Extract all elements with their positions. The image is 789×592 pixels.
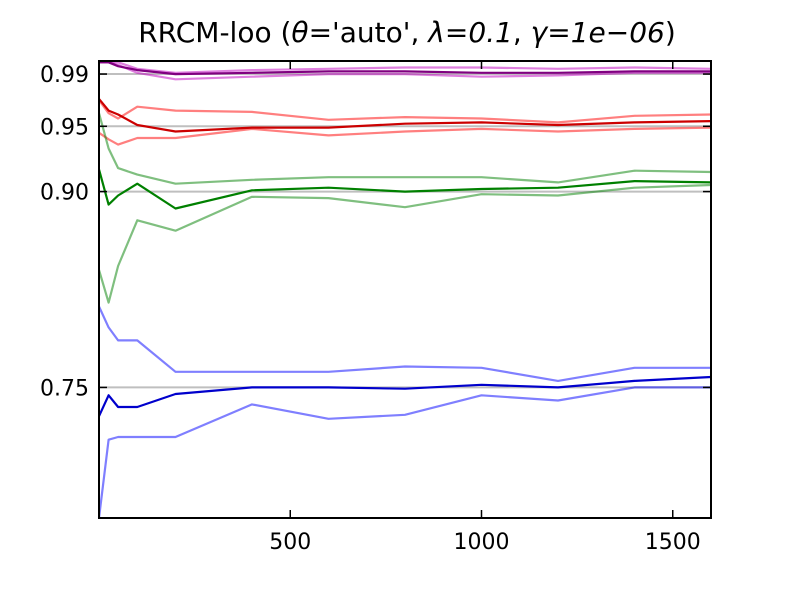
title-gamma-equals: =: [547, 16, 570, 49]
series-line-9: [98, 306, 711, 382]
title-suffix: ): [665, 16, 676, 49]
title-lambda-equals: =: [445, 16, 468, 49]
title-theta-symbol: θ: [291, 16, 308, 49]
series-line-3: [98, 99, 712, 124]
title-theta-equals: =: [309, 16, 332, 49]
y-tick-label-0: 0.75: [40, 376, 89, 401]
series-line-7: [97, 183, 712, 304]
plot-frame: [98, 60, 712, 519]
title-lambda-symbol: λ: [426, 16, 445, 49]
x-tick-label-0: 500: [269, 530, 311, 555]
chart-title: RRCM-loo (θ='auto', λ=0.1, γ=1e−06): [138, 16, 676, 49]
reference-lines: [99, 73, 711, 389]
series-line-10: [97, 386, 711, 519]
series-line-5: [98, 98, 712, 133]
x-tick-label-1: 1000: [454, 530, 510, 555]
title-separator-2: ,: [513, 16, 531, 49]
series-line-4: [98, 126, 712, 146]
y-tick-label-1: 0.90: [40, 181, 89, 206]
title-gamma-value: 1e−06: [571, 16, 665, 49]
y-tick-label-3: 0.99: [40, 63, 89, 88]
series-line-8: [97, 169, 712, 210]
title-gamma-symbol: γ: [531, 16, 549, 49]
title-prefix: RRCM-loo (: [138, 16, 291, 49]
x-tick-label-2: 1500: [645, 530, 701, 555]
title-lambda-value: 0.1: [468, 16, 513, 49]
series-line-11: [98, 375, 712, 417]
title-separator-1: ,: [410, 16, 428, 49]
title-theta-value: 'auto': [332, 16, 410, 49]
y-tick-label-2: 0.95: [40, 115, 89, 140]
ticks-layer: 500 1000 1500 0.75 0.90 0.95 0.99: [40, 61, 711, 555]
series-line-6: [97, 112, 712, 185]
series-line-2: [99, 61, 711, 76]
series-line-0: [99, 61, 712, 74]
series-layer: [97, 61, 712, 519]
